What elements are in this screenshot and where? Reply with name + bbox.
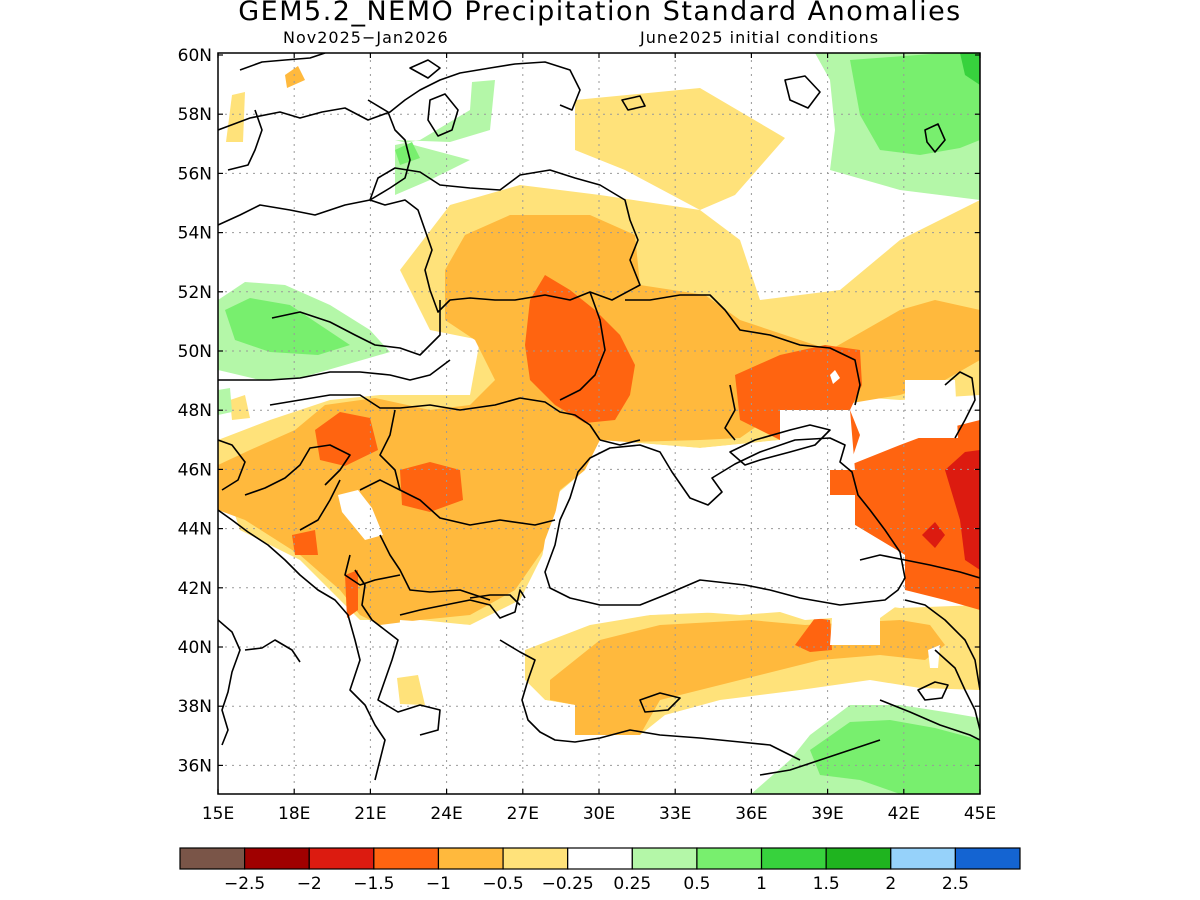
lon-label: 33E	[659, 804, 691, 824]
legend-label: 1	[756, 874, 767, 894]
masked-sea-areas	[338, 370, 958, 765]
legend-label: 2.5	[942, 874, 969, 894]
initial-conditions: June2025 initial conditions	[640, 28, 880, 47]
lat-label: 42N	[178, 579, 212, 599]
legend-label: −0.5	[482, 874, 523, 894]
legend-swatch	[631, 847, 698, 870]
lat-label: 60N	[178, 46, 212, 66]
legend-label: −0.25	[542, 874, 594, 894]
lon-label: 24E	[430, 804, 462, 824]
lon-label: 36E	[735, 804, 767, 824]
legend-swatch	[308, 847, 375, 870]
graticule	[218, 53, 980, 794]
legend-label: −1	[426, 874, 451, 894]
lon-label: 45E	[964, 804, 996, 824]
lon-label: 42E	[888, 804, 920, 824]
legend-label: 2	[885, 874, 896, 894]
map-title: GEM5.2_NEMO Precipitation Standard Anoma…	[238, 0, 962, 27]
coastlines-borders	[218, 53, 980, 781]
lat-label: 36N	[178, 756, 212, 776]
legend-swatch	[179, 847, 246, 870]
greece-dry-patch	[397, 675, 425, 705]
lon-label: 21E	[354, 804, 386, 824]
lat-label: 46N	[178, 460, 212, 480]
legend-label: −1.5	[353, 874, 394, 894]
legend-swatch	[567, 847, 633, 870]
lon-label: 18E	[278, 804, 310, 824]
lon-label: 30E	[583, 804, 615, 824]
lat-label: 54N	[178, 224, 212, 244]
lon-label: 15E	[202, 804, 234, 824]
lat-label: 52N	[178, 283, 212, 303]
legend-label: −2.5	[224, 874, 265, 894]
lat-label: 56N	[178, 164, 212, 184]
lat-label: 48N	[178, 401, 212, 421]
lat-label: 38N	[178, 697, 212, 717]
legend-swatch	[244, 847, 310, 870]
longitude-axis: 15E 18E 21E 24E 27E 30E 33E 36E 39E 42E 45E	[202, 53, 996, 824]
legend-swatch	[890, 847, 956, 870]
forecast-period: Nov2025−Jan2026	[283, 28, 449, 47]
legend-label: 0.5	[683, 874, 710, 894]
legend-swatch	[373, 847, 440, 870]
lat-label: 58N	[178, 105, 212, 125]
legend-swatch	[437, 847, 504, 870]
legend-label: 1.5	[813, 874, 840, 894]
lat-label: 40N	[178, 638, 212, 658]
lat-label: 44N	[178, 520, 212, 540]
lat-label: 50N	[178, 342, 212, 362]
lon-label: 39E	[811, 804, 843, 824]
legend-swatch	[825, 847, 892, 870]
lon-label: 27E	[507, 804, 539, 824]
legend-swatch	[954, 847, 1021, 870]
color-legend: −2.5 −2 −1.5 −1 −0.5 −0.25 0.25 0.5 1 1.5 2 2.5	[179, 847, 1021, 894]
legend-swatch	[696, 847, 763, 870]
legend-label: −2	[297, 874, 322, 894]
latitude-axis: 60N 58N 56N 54N 52N 50N 48N 46N 44N 42N 40N 38N 36N	[178, 46, 980, 776]
moderate-wet-anomaly	[225, 53, 980, 794]
anomaly-fields	[218, 53, 980, 794]
strong-wet-anomaly	[960, 53, 980, 85]
legend-label: 0.25	[613, 874, 651, 894]
legend-swatch	[502, 847, 569, 870]
legend-swatch	[760, 847, 827, 870]
